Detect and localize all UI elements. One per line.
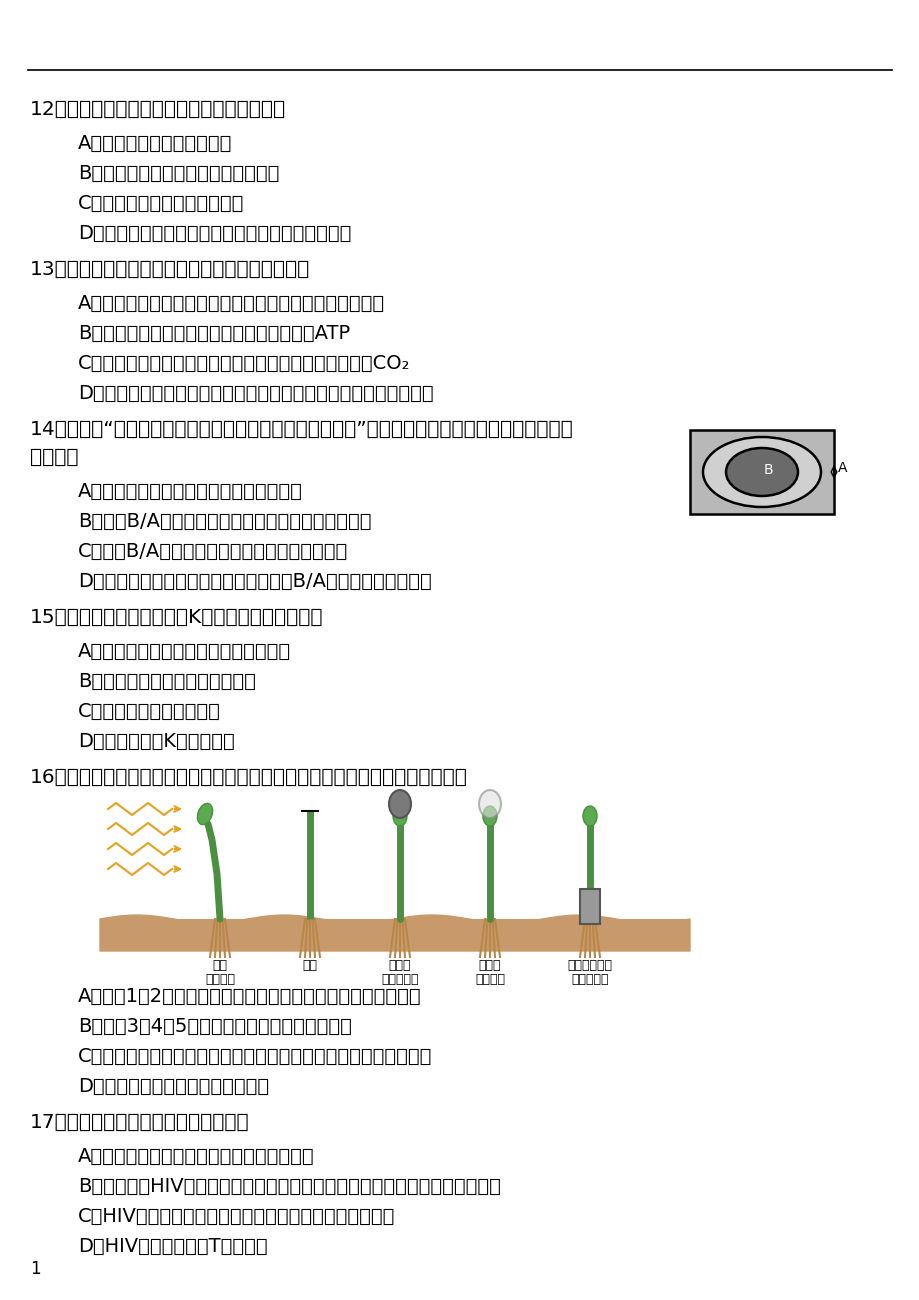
Text: 16．达尔文父子研究植物的向光性时进行了如图所示的实验，下列叙述错误的是: 16．达尔文父子研究植物的向光性时进行了如图所示的实验，下列叙述错误的是 [30,768,468,786]
Text: 去顶: 去顶 [302,959,317,972]
Text: A．单基因遗传病多属罕见病: A．单基因遗传病多属罕见病 [78,134,233,153]
Polygon shape [100,915,689,952]
Text: D．同一细胞用不同浓度蔗糖溶液处理，B/A値越小，则紫色越深: D．同一细胞用不同浓度蔗糖溶液处理，B/A値越小，则紫色越深 [78,572,431,592]
Text: 顶上加: 顶上加 [389,959,411,972]
Text: 不透明的帽: 不透明的帽 [380,972,418,985]
Text: 顶上加: 顶上加 [478,959,501,972]
FancyBboxPatch shape [689,430,834,514]
Text: A．艾滋病的病原体属于病毒，不具有膜结构: A．艾滋病的病原体属于病毒，不具有膜结构 [78,1147,314,1166]
Text: 用不透明薄膜: 用不透明薄膜 [567,959,612,972]
Text: D．HIV只能感染辅助T淡巴细胞: D．HIV只能感染辅助T淡巴细胞 [78,1238,267,1256]
Text: B．对已感染HIV的孕妇应用药物控制，实施剖腹产，并对其婴儿采用人工哺乳: B．对已感染HIV的孕妇应用药物控制，实施剖腹产，并对其婴儿采用人工哺乳 [78,1176,500,1196]
Text: C．HIV能经昆虫传播，不会通过食物、握手或马桶座传播: C．HIV能经昆虫传播，不会通过食物、握手或马桶座传播 [78,1206,395,1226]
Ellipse shape [702,437,820,507]
Text: 1: 1 [30,1260,40,1278]
Ellipse shape [583,806,596,826]
Ellipse shape [389,790,411,818]
Text: 15．下列关于环境容纳量（K値）的叙述，错误的是: 15．下列关于环境容纳量（K値）的叙述，错误的是 [30,608,323,627]
Text: 对照: 对照 [212,959,227,972]
Text: D．凡是细胞里的遗传物质发生了改变的都称遗传病: D．凡是细胞里的遗传物质发生了改变的都称遗传病 [78,224,351,243]
Text: 14．下图是“观察洋葱表皮细胞的质壁分离及质壁分离复原”活动中观察到的某个细胞，下列叙述中: 14．下图是“观察洋葱表皮细胞的质壁分离及质壁分离复原”活动中观察到的某个细胞，… [30,420,573,439]
Text: 将基部包起: 将基部包起 [571,972,608,985]
Text: B．是由该环境的有效资源决定的: B．是由该环境的有效资源决定的 [78,672,255,692]
Text: C．与种群的个体数量无关: C．与种群的个体数量无关 [78,702,221,722]
Text: B: B [763,463,773,477]
Text: C．图中B/A値越大，说明细胞质壁分离程度越高: C．图中B/A値越大，说明细胞质壁分离程度越高 [78,542,348,562]
Text: A．通过1、2两组实验，可得出尖端与植物的向光弯曲生长有关: A．通过1、2两组实验，可得出尖端与植物的向光弯曲生长有关 [78,987,421,1006]
Text: C．遗传咋询是优生的措施之一: C．遗传咋询是优生的措施之一 [78,194,244,213]
Text: D．该植物的弯曲部位在苗尖端下面: D．该植物的弯曲部位在苗尖端下面 [78,1076,269,1096]
Ellipse shape [725,448,797,497]
Text: B．如果B/A値越大，说明所滴加的蔗糖溶液浓度越大: B．如果B/A値越大，说明所滴加的蔗糖溶液浓度越大 [78,512,371,530]
Text: A．就是种群在该环境中的稳定平衡密度: A．就是种群在该环境中的稳定平衡密度 [78,642,290,660]
Text: D．人体肌肉细胞厌氧呼吸产生的乳酸转变成葡萄糖不需要消耗能量: D．人体肌肉细胞厌氧呼吸产生的乳酸转变成葡萄糖不需要消耗能量 [78,384,433,403]
Ellipse shape [479,790,501,818]
Text: 透明的帽: 透明的帽 [474,972,505,985]
Text: 17．下列关于艾滋病的叙述，正确的是: 17．下列关于艾滋病的叙述，正确的是 [30,1113,249,1132]
Ellipse shape [482,806,496,826]
Text: 13．下列关于肌肉细胞厌氧呼吸的叙述，正确的是: 13．下列关于肌肉细胞厌氧呼吸的叙述，正确的是 [30,260,310,280]
Text: B．通过3、4、5三组实验，可得感光部位在尖端: B．通过3、4、5三组实验，可得感光部位在尖端 [78,1017,351,1036]
Ellipse shape [392,806,406,826]
FancyBboxPatch shape [579,889,599,924]
Text: B．青少年型糖尿病属于多基因遗传病: B．青少年型糖尿病属于多基因遗传病 [78,164,279,183]
Text: C．肌肉细胞在缺氧条件下进行厌氧呼吸的产物是乳酸和CO₂: C．肌肉细胞在缺氧条件下进行厌氧呼吸的产物是乳酸和CO₂ [78,354,410,373]
Text: 正确的是: 正确的是 [30,448,78,467]
Text: D．同一种群的K値稳定不变: D．同一种群的K値稳定不变 [78,732,234,751]
Text: A．图示状态的细胞水分进出保持动态平衡: A．图示状态的细胞水分进出保持动态平衡 [78,482,302,500]
Text: 12．下列有关遗传病及预防的叙述，错误的是: 12．下列有关遗传病及预防的叙述，错误的是 [30,100,286,120]
Text: B．肌肉厌氧呼吸释放的能量大多数用于合成ATP: B．肌肉厌氧呼吸释放的能量大多数用于合成ATP [78,324,350,343]
FancyBboxPatch shape [100,919,689,952]
Text: C．通过该实验能得出有某种化学物质从苗尖端传递到了下面的结论: C．通过该实验能得出有某种化学物质从苗尖端传递到了下面的结论 [78,1046,432,1066]
Text: A．人体骨骼肌细胞产生的乳酸可运至肖细胞再生成葡萄糖: A．人体骨骼肌细胞产生的乳酸可运至肖细胞再生成葡萄糖 [78,294,385,313]
Ellipse shape [198,803,212,824]
Text: （幼苗）: （幼苗） [205,972,234,985]
Text: A: A [837,462,846,474]
